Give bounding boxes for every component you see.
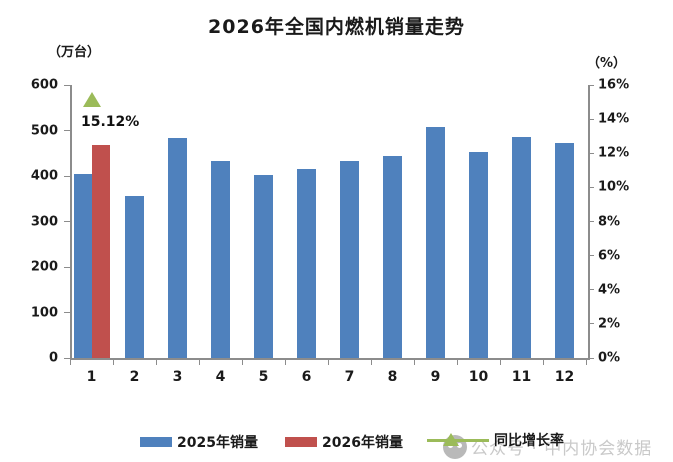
legend-item-growth: 同比增长率 bbox=[427, 430, 564, 450]
bottom-tick-0 bbox=[69, 360, 71, 365]
right-tick-10 bbox=[588, 186, 594, 188]
bar-2025-month-8 bbox=[383, 155, 402, 358]
legend-label-growth: 同比增长率 bbox=[494, 433, 564, 449]
bar-2025-month-12 bbox=[555, 142, 574, 358]
left-tick-100 bbox=[64, 312, 70, 313]
bar-2025-month-11 bbox=[512, 137, 531, 358]
bar-2026-month-1 bbox=[91, 145, 110, 358]
legend-item-2026: 2026年销量 bbox=[285, 432, 403, 452]
bar-2025-month-3 bbox=[168, 138, 187, 358]
right-tick-14 bbox=[588, 118, 594, 120]
right-tick-label-14: 14% bbox=[598, 111, 630, 127]
x-label-2: 2 bbox=[129, 369, 140, 385]
bottom-tick-2 bbox=[155, 360, 157, 365]
right-tick-12 bbox=[588, 152, 594, 154]
right-tick-0 bbox=[588, 357, 594, 359]
right-tick-label-16: 16% bbox=[598, 77, 630, 93]
bottom-tick-12 bbox=[585, 360, 587, 365]
left-tick-600 bbox=[64, 84, 70, 86]
chart-title: 2026年全国内燃机销量走势 bbox=[208, 16, 465, 38]
bottom-tick-9 bbox=[456, 360, 458, 365]
right-tick-label-6: 6% bbox=[598, 248, 621, 264]
left-tick-label-100: 100 bbox=[30, 305, 58, 320]
x-label-3: 3 bbox=[172, 369, 183, 385]
bar-2025-month-4 bbox=[211, 161, 230, 358]
x-label-12: 12 bbox=[554, 369, 575, 385]
plot-area bbox=[70, 85, 590, 360]
left-tick-400 bbox=[64, 175, 70, 177]
bottom-tick-6 bbox=[327, 360, 329, 365]
left-tick-label-0: 0 bbox=[48, 350, 58, 366]
growth-triangle-icon bbox=[443, 432, 459, 446]
bar-2025-month-7 bbox=[340, 160, 359, 358]
bottom-tick-7 bbox=[370, 360, 372, 365]
right-tick-label-8: 8% bbox=[598, 214, 621, 229]
right-tick-8 bbox=[588, 221, 594, 222]
legend-item-2025: 2025年销量 bbox=[140, 432, 258, 452]
bottom-tick-3 bbox=[198, 360, 200, 365]
x-label-7: 7 bbox=[344, 369, 355, 385]
legend-swatch-2026 bbox=[285, 437, 317, 447]
left-tick-300 bbox=[64, 221, 70, 222]
left-tick-label-300: 300 bbox=[30, 214, 58, 229]
left-tick-label-400: 400 bbox=[30, 168, 58, 184]
x-label-4: 4 bbox=[215, 369, 226, 385]
x-label-6: 6 bbox=[301, 369, 312, 385]
bar-2025-month-5 bbox=[254, 174, 273, 358]
right-tick-2 bbox=[588, 323, 594, 325]
left-axis-unit-label: （万台） bbox=[48, 45, 101, 60]
x-label-9: 9 bbox=[430, 369, 441, 385]
bottom-tick-10 bbox=[499, 360, 501, 365]
left-tick-500 bbox=[64, 130, 70, 131]
x-label-8: 8 bbox=[387, 369, 398, 385]
bar-2025-month-6 bbox=[297, 169, 316, 358]
bottom-tick-8 bbox=[413, 360, 415, 365]
bar-2025-month-9 bbox=[426, 127, 445, 358]
x-label-11: 11 bbox=[511, 369, 532, 385]
left-tick-0 bbox=[64, 357, 70, 359]
bar-2025-month-2 bbox=[125, 195, 144, 358]
legend-label-2026: 2026年销量 bbox=[322, 435, 403, 451]
bar-2025-month-10 bbox=[469, 152, 488, 358]
right-tick-label-12: 12% bbox=[598, 145, 630, 161]
bar-2025-month-1 bbox=[73, 173, 92, 358]
legend-swatch-2025 bbox=[140, 437, 172, 447]
legend-marker-growth bbox=[427, 432, 489, 448]
bottom-tick-5 bbox=[284, 360, 286, 365]
left-tick-label-500: 500 bbox=[30, 123, 58, 138]
x-label-10: 10 bbox=[468, 369, 489, 385]
right-tick-16 bbox=[588, 84, 594, 86]
right-tick-4 bbox=[588, 289, 594, 291]
bottom-tick-1 bbox=[112, 360, 114, 365]
bottom-tick-11 bbox=[542, 360, 544, 365]
x-label-1: 1 bbox=[86, 369, 97, 385]
right-tick-label-4: 4% bbox=[598, 282, 621, 298]
growth-annotation: 15.12% bbox=[81, 114, 140, 130]
left-tick-label-600: 600 bbox=[30, 77, 58, 93]
x-label-5: 5 bbox=[258, 369, 269, 385]
right-tick-label-2: 2% bbox=[598, 316, 621, 332]
growth-marker-month-1 bbox=[82, 92, 101, 107]
bottom-tick-4 bbox=[241, 360, 243, 365]
left-tick-200 bbox=[64, 266, 70, 268]
right-tick-label-10: 10% bbox=[598, 179, 630, 195]
left-tick-label-200: 200 bbox=[30, 259, 58, 275]
watermark-text: 公众号 · 中内协会数据 bbox=[471, 439, 653, 459]
right-tick-label-0: 0% bbox=[598, 350, 621, 366]
right-axis-unit-label: （%） bbox=[587, 56, 627, 71]
right-tick-6 bbox=[588, 255, 594, 257]
legend-label-2025: 2025年销量 bbox=[177, 435, 258, 451]
